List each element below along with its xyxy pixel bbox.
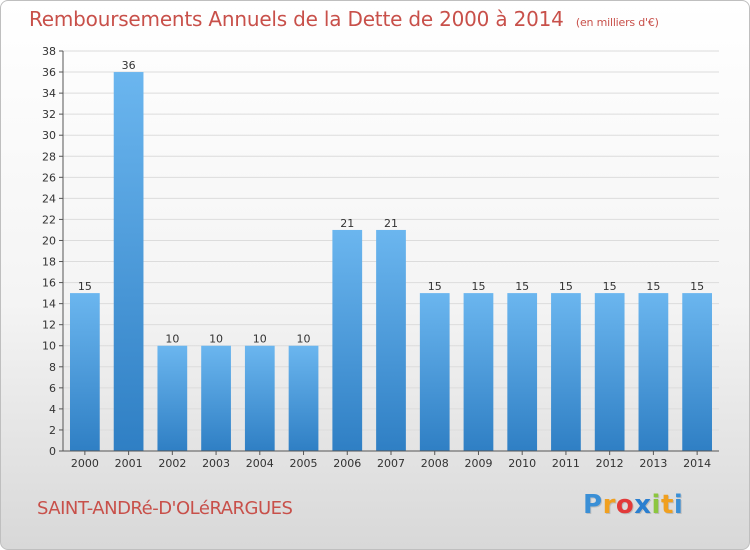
commune-name: SAINT-ANDRé-D'OLéRARGUES (37, 498, 293, 519)
data-label: 15 (603, 280, 617, 293)
bar (419, 293, 450, 451)
bar (113, 72, 144, 451)
x-tick-label: 2009 (464, 457, 492, 470)
y-tick-label: 26 (42, 171, 56, 184)
logo-letter: t (660, 490, 674, 520)
labels: 0246810121416182022242628303234363815200… (42, 45, 711, 470)
x-tick-label: 2010 (508, 457, 536, 470)
axes (59, 50, 719, 455)
proxiti-logo: Proxiti (583, 490, 683, 520)
y-tick-label: 24 (42, 192, 56, 205)
y-tick-label: 8 (49, 361, 56, 374)
y-tick-label: 12 (42, 319, 56, 332)
bar (507, 293, 538, 451)
data-label: 15 (559, 280, 573, 293)
x-tick-label: 2006 (333, 457, 361, 470)
x-tick-label: 2000 (71, 457, 99, 470)
y-tick-label: 16 (42, 277, 56, 290)
data-label: 15 (471, 280, 485, 293)
logo-letter: o (615, 490, 635, 520)
data-label: 21 (384, 217, 398, 230)
y-tick-label: 28 (42, 150, 56, 163)
bar (682, 293, 713, 451)
chart-title-text: Remboursements Annuels de la Dette de 20… (29, 7, 564, 31)
y-tick-label: 20 (42, 234, 56, 247)
data-label: 10 (209, 333, 223, 346)
logo-letter: P (583, 490, 603, 520)
y-tick-label: 6 (49, 382, 56, 395)
logo-letter: r (602, 490, 616, 520)
x-tick-label: 2004 (246, 457, 274, 470)
y-tick-label: 18 (42, 256, 56, 269)
data-label: 10 (297, 333, 311, 346)
logo-letter: x (634, 490, 652, 520)
x-tick-label: 2008 (421, 457, 449, 470)
data-label: 10 (253, 333, 267, 346)
x-tick-label: 2011 (552, 457, 580, 470)
bar (288, 345, 319, 451)
data-label: 15 (428, 280, 442, 293)
bar (157, 345, 188, 451)
x-tick-label: 2005 (290, 457, 318, 470)
x-tick-label: 2003 (202, 457, 230, 470)
y-tick-label: 38 (42, 45, 56, 58)
data-label: 36 (122, 59, 136, 72)
chart-title: Remboursements Annuels de la Dette de 20… (29, 7, 659, 31)
y-tick-label: 2 (49, 424, 56, 437)
bar (594, 293, 625, 451)
y-tick-label: 14 (42, 298, 56, 311)
data-label: 21 (340, 217, 354, 230)
y-tick-label: 22 (42, 213, 56, 226)
x-tick-label: 2014 (683, 457, 711, 470)
x-tick-label: 2007 (377, 457, 405, 470)
bar (463, 293, 494, 451)
y-tick-label: 10 (42, 340, 56, 353)
bars (69, 72, 713, 451)
data-label: 15 (690, 280, 704, 293)
x-tick-label: 2013 (639, 457, 667, 470)
bar (201, 345, 231, 451)
y-tick-label: 32 (42, 108, 56, 121)
x-tick-label: 2001 (115, 457, 143, 470)
logo-letter: i (673, 490, 684, 520)
data-label: 10 (165, 333, 179, 346)
bar (244, 345, 275, 451)
y-tick-label: 0 (49, 445, 56, 458)
bar (551, 293, 581, 451)
y-tick-label: 34 (42, 87, 56, 100)
bar (332, 229, 363, 451)
bar (638, 293, 669, 451)
bar (69, 293, 100, 451)
y-tick-label: 30 (42, 129, 56, 142)
data-label: 15 (646, 280, 660, 293)
bar (376, 229, 406, 451)
x-tick-label: 2002 (158, 457, 186, 470)
logo-letter: i (651, 490, 661, 520)
x-tick-label: 2012 (596, 457, 624, 470)
y-tick-label: 4 (49, 403, 56, 416)
data-label: 15 (78, 280, 92, 293)
y-tick-label: 36 (42, 66, 56, 79)
chart-unit: (en milliers d'€) (575, 16, 659, 29)
data-label: 15 (515, 280, 529, 293)
